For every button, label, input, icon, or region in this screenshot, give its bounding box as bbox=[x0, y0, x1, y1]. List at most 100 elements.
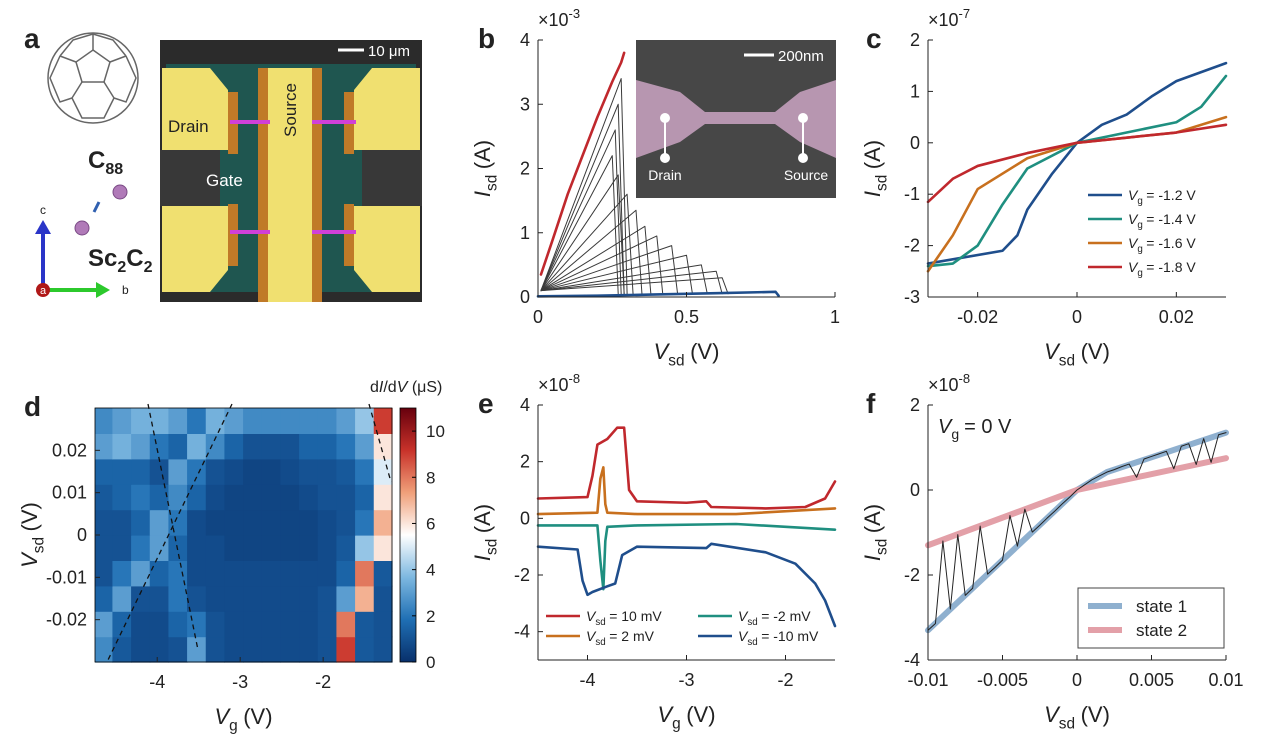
legend-label: Vsd = -10 mV bbox=[738, 628, 819, 648]
x-tick-label: 0 bbox=[533, 307, 543, 327]
data-line bbox=[539, 51, 626, 276]
legend-label-part: V bbox=[1128, 211, 1139, 227]
electrode-label: Gate bbox=[206, 171, 243, 190]
data-line bbox=[540, 235, 664, 295]
annotation-part: V bbox=[938, 416, 953, 438]
data-line bbox=[540, 193, 634, 295]
heatmap-cell bbox=[168, 585, 188, 612]
heatmap-cell bbox=[299, 585, 319, 612]
y-axis-label-part: sd bbox=[484, 539, 501, 555]
legend-label: state 1 bbox=[1136, 597, 1187, 616]
heatmap-cell bbox=[243, 408, 263, 434]
heatmap-cell bbox=[280, 611, 300, 638]
panel-a: a C88 Sc2C2 c b a bbox=[24, 23, 422, 302]
y-tick-label: 3 bbox=[520, 94, 530, 114]
y-tick-label: 0.01 bbox=[52, 483, 87, 503]
heatmap-cell bbox=[261, 560, 282, 587]
heatmap-cell bbox=[355, 408, 375, 434]
y-tick-label: -1 bbox=[904, 184, 920, 204]
heatmap-cell bbox=[336, 433, 356, 460]
legend-label-part: sd bbox=[747, 617, 757, 628]
heatmap-cell bbox=[187, 611, 207, 638]
legend-label-part: g bbox=[1137, 268, 1142, 279]
data-line bbox=[536, 466, 837, 516]
y-axis-label-part: (V) bbox=[17, 502, 42, 531]
heatmap-cell bbox=[243, 585, 263, 612]
x-axis-label-part: sd bbox=[1059, 353, 1075, 370]
y-axis-label-part: sd bbox=[31, 537, 48, 553]
y-axis-label-part: (A) bbox=[470, 140, 495, 169]
heatmap-cell bbox=[168, 636, 188, 663]
heatmap-cell bbox=[336, 484, 356, 511]
data-line bbox=[540, 129, 622, 295]
panel-label: f bbox=[866, 388, 876, 419]
y-tick-label: 2 bbox=[520, 159, 530, 179]
y-tick-label: 0 bbox=[910, 480, 920, 500]
heatmap-cell bbox=[280, 585, 300, 612]
y-tick-label: 0 bbox=[77, 525, 87, 545]
colorbar-label: dI/dV (μS) bbox=[370, 379, 442, 396]
heatmap-cell bbox=[168, 611, 188, 638]
cluster-part: 2 bbox=[117, 259, 126, 276]
heatmap-cell bbox=[317, 585, 338, 612]
heatmap-cell bbox=[299, 408, 319, 434]
y-axis-label-part: I bbox=[860, 555, 885, 561]
heatmap-cell bbox=[224, 560, 244, 587]
heatmap-cell bbox=[373, 433, 393, 460]
heatmap-cell bbox=[224, 484, 244, 511]
multiplier-exponent: -8 bbox=[959, 371, 971, 386]
heatmap-cell bbox=[149, 408, 170, 434]
data-line bbox=[926, 74, 1228, 268]
heatmap-cell bbox=[224, 535, 244, 561]
legend-label-part: V bbox=[586, 628, 597, 644]
heatmap-cell bbox=[280, 408, 300, 434]
heatmap-cell bbox=[187, 636, 207, 663]
molecule-part: 88 bbox=[105, 161, 123, 178]
y-tick-label: 0 bbox=[520, 287, 530, 307]
heatmap-cell bbox=[95, 585, 114, 612]
heatmap-cell bbox=[243, 433, 263, 460]
electrode bbox=[228, 204, 238, 266]
y-axis-label-part: (A) bbox=[860, 504, 885, 533]
data-line bbox=[536, 290, 780, 298]
panel-label: d bbox=[24, 391, 41, 422]
y-axis-label: Isd (A) bbox=[470, 504, 501, 561]
x-tick-label: 0.005 bbox=[1129, 670, 1174, 690]
heatmap-cell bbox=[168, 509, 188, 536]
axis-name: b bbox=[122, 283, 129, 297]
data-line bbox=[540, 155, 619, 295]
legend-label-part: = -2 mV bbox=[761, 608, 811, 624]
heatmap-cell bbox=[205, 636, 226, 663]
x-axis-label-part: (V) bbox=[1081, 702, 1110, 727]
x-axis-label-part: V bbox=[654, 339, 671, 364]
heatmap-cell bbox=[149, 611, 170, 638]
colorbar-tick-label: 4 bbox=[426, 561, 435, 580]
heatmap-cell bbox=[243, 535, 263, 561]
x-tick-label: -4 bbox=[149, 672, 165, 692]
heatmap-cell bbox=[149, 585, 170, 612]
heatmap-cell bbox=[299, 535, 319, 561]
atom bbox=[74, 220, 90, 236]
inset: 200nm Drain Source bbox=[636, 40, 836, 198]
heatmap-cell bbox=[336, 636, 356, 663]
heatmap-cell bbox=[187, 458, 207, 485]
axis-multiplier: ×10-3 bbox=[538, 6, 580, 30]
heatmap-cell bbox=[205, 611, 226, 638]
heatmap-cell bbox=[224, 636, 244, 663]
heatmap-cell bbox=[261, 408, 282, 434]
data-line bbox=[540, 245, 679, 295]
heatmap-cell bbox=[168, 560, 188, 587]
multiplier-base: ×10 bbox=[928, 10, 959, 30]
legend-label-part: V bbox=[738, 628, 749, 644]
heatmap-cell bbox=[243, 484, 263, 511]
x-tick-label: -0.01 bbox=[907, 670, 948, 690]
molecule-name: C88 bbox=[88, 147, 123, 178]
heatmap-cell bbox=[131, 611, 151, 638]
heatmap-cell bbox=[373, 636, 393, 663]
x-axis-label: Vg (V) bbox=[657, 702, 715, 733]
heatmap-cell bbox=[373, 484, 393, 511]
y-tick-label: 4 bbox=[520, 30, 530, 50]
data-line bbox=[536, 522, 837, 591]
legend-label-part: = -1.2 V bbox=[1146, 187, 1196, 203]
